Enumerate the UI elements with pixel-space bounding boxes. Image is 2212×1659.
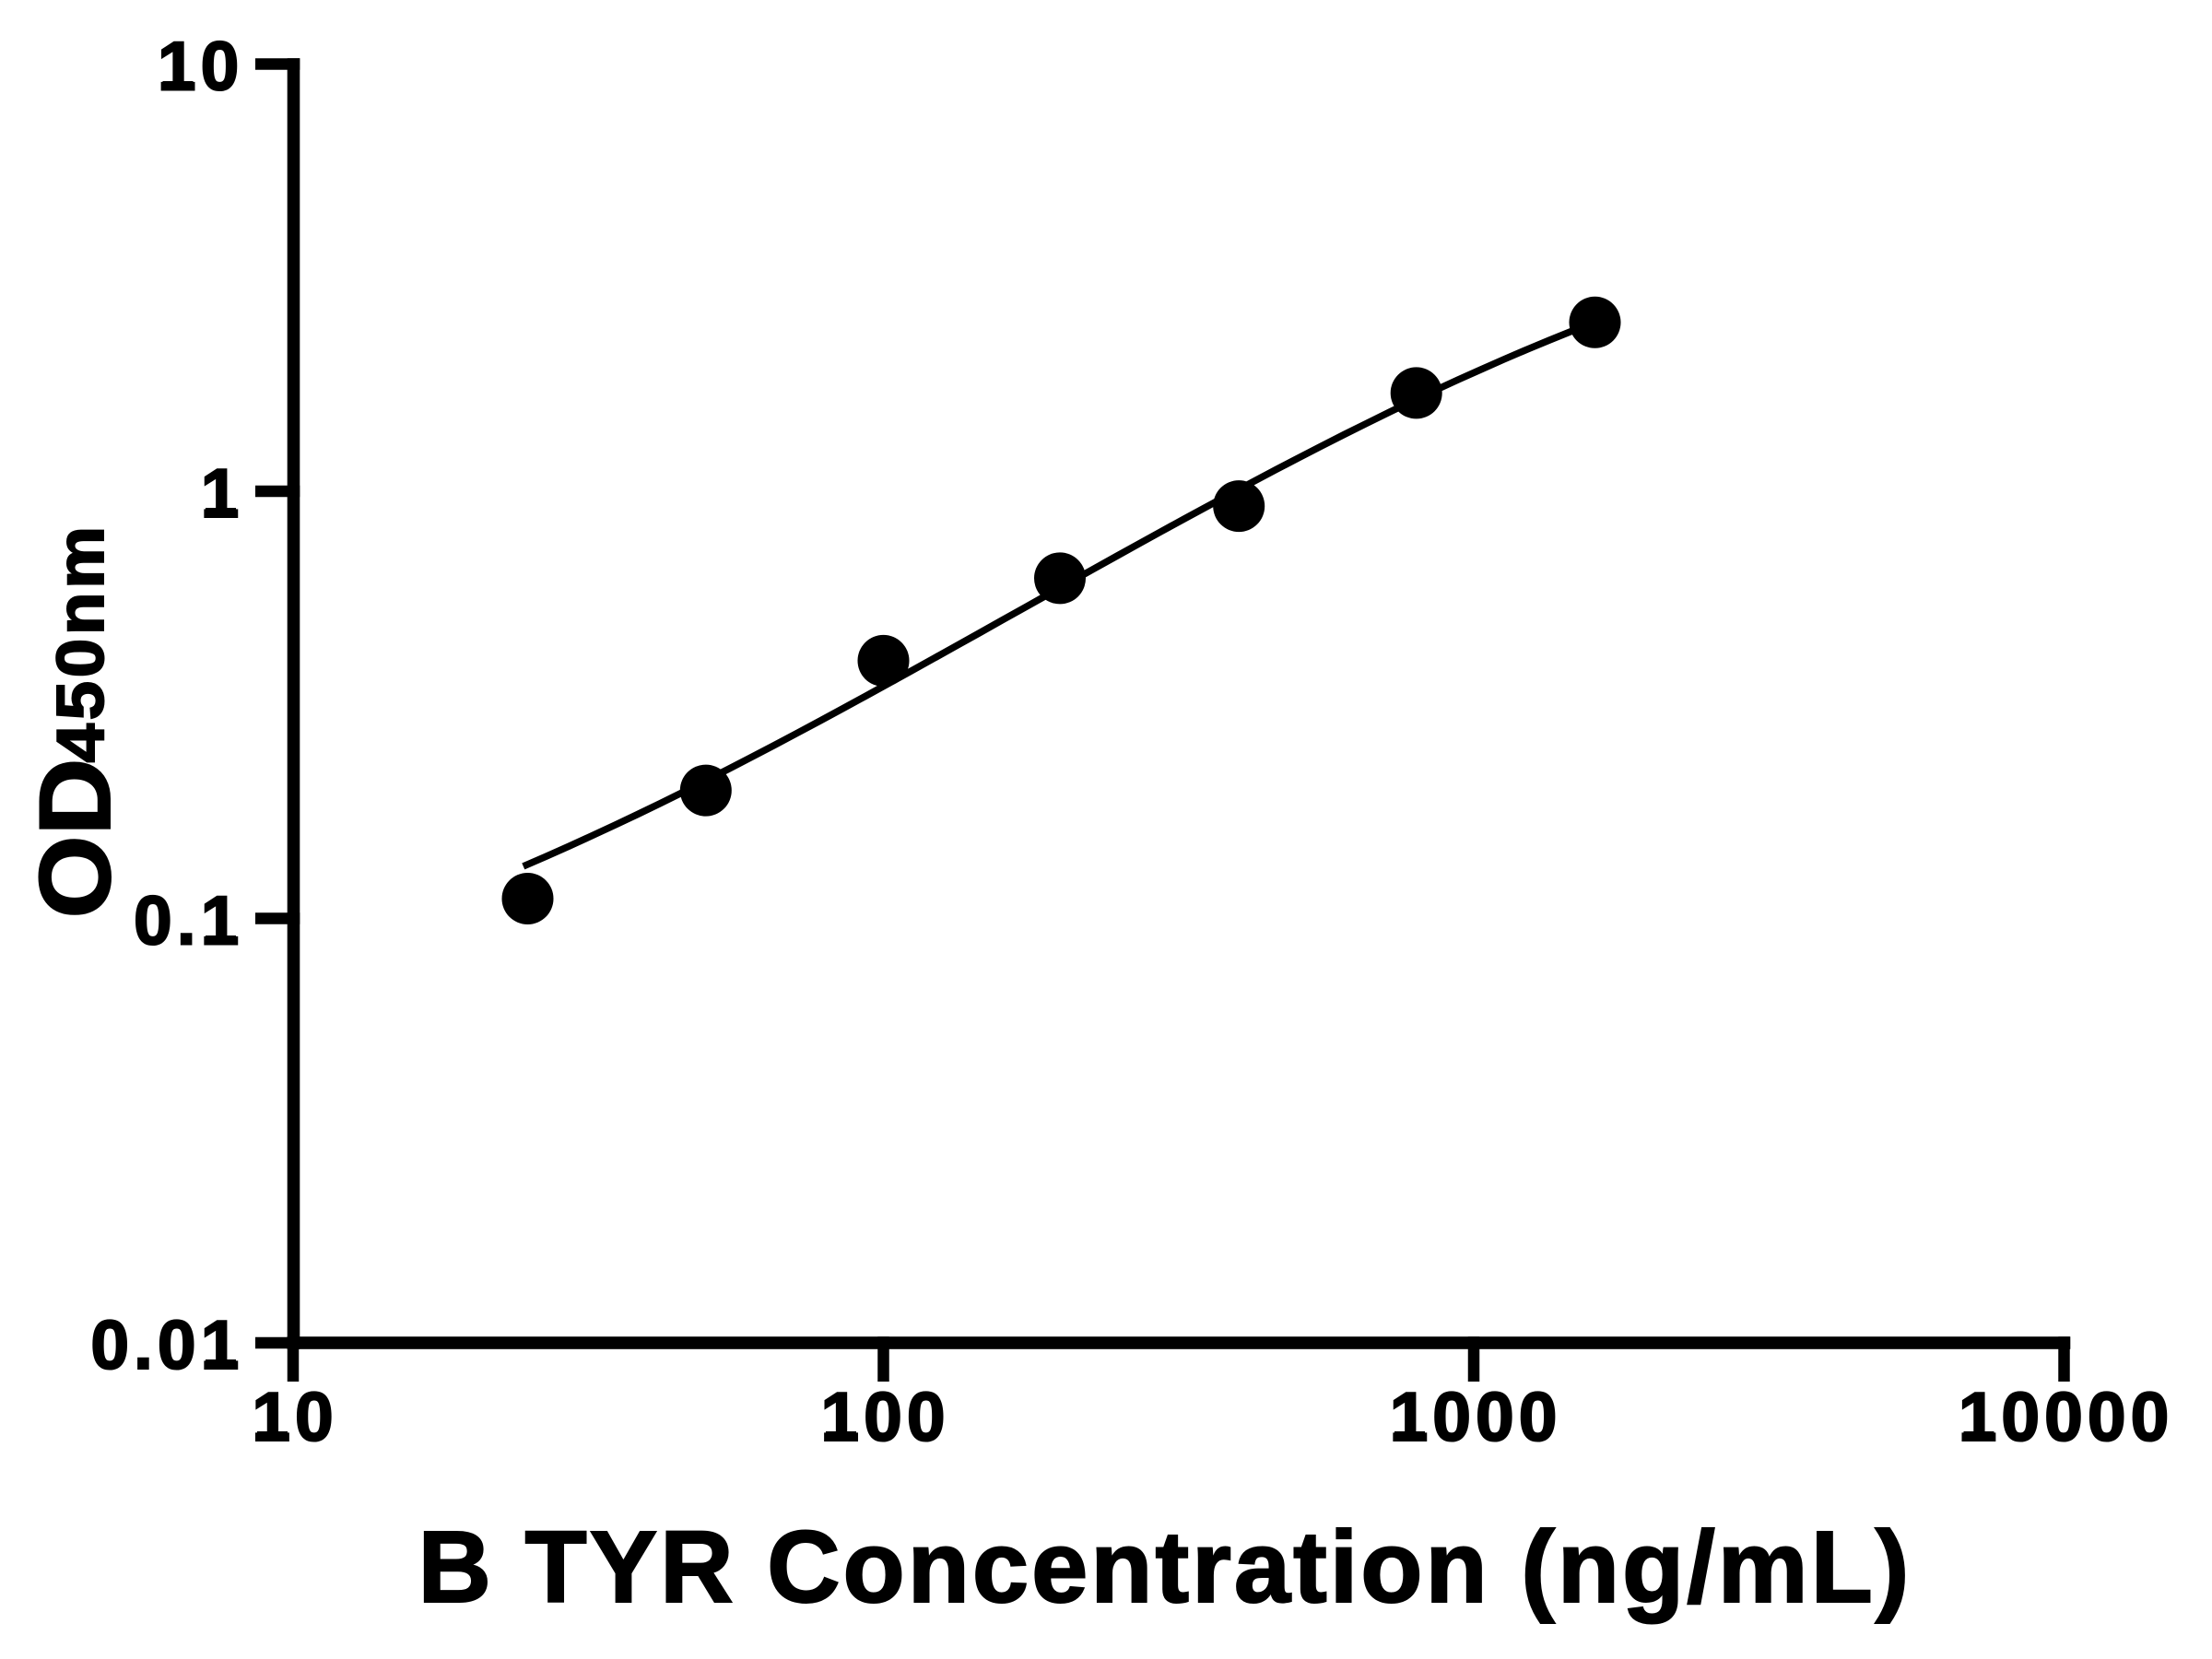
- svg-text:100: 100: [820, 1378, 949, 1455]
- svg-text:1000: 1000: [1390, 1378, 1562, 1455]
- svg-text:10000: 10000: [1959, 1378, 2174, 1455]
- svg-text:10: 10: [158, 28, 243, 105]
- svg-text:0.1: 0.1: [134, 882, 243, 959]
- svg-text:10: 10: [252, 1378, 337, 1455]
- svg-text:B TYR Concentration (ng/mL): B TYR Concentration (ng/mL): [418, 1511, 1912, 1624]
- svg-text:OD450nm: OD450nm: [18, 523, 132, 918]
- svg-text:1: 1: [201, 454, 244, 532]
- svg-text:0.01: 0.01: [90, 1306, 243, 1383]
